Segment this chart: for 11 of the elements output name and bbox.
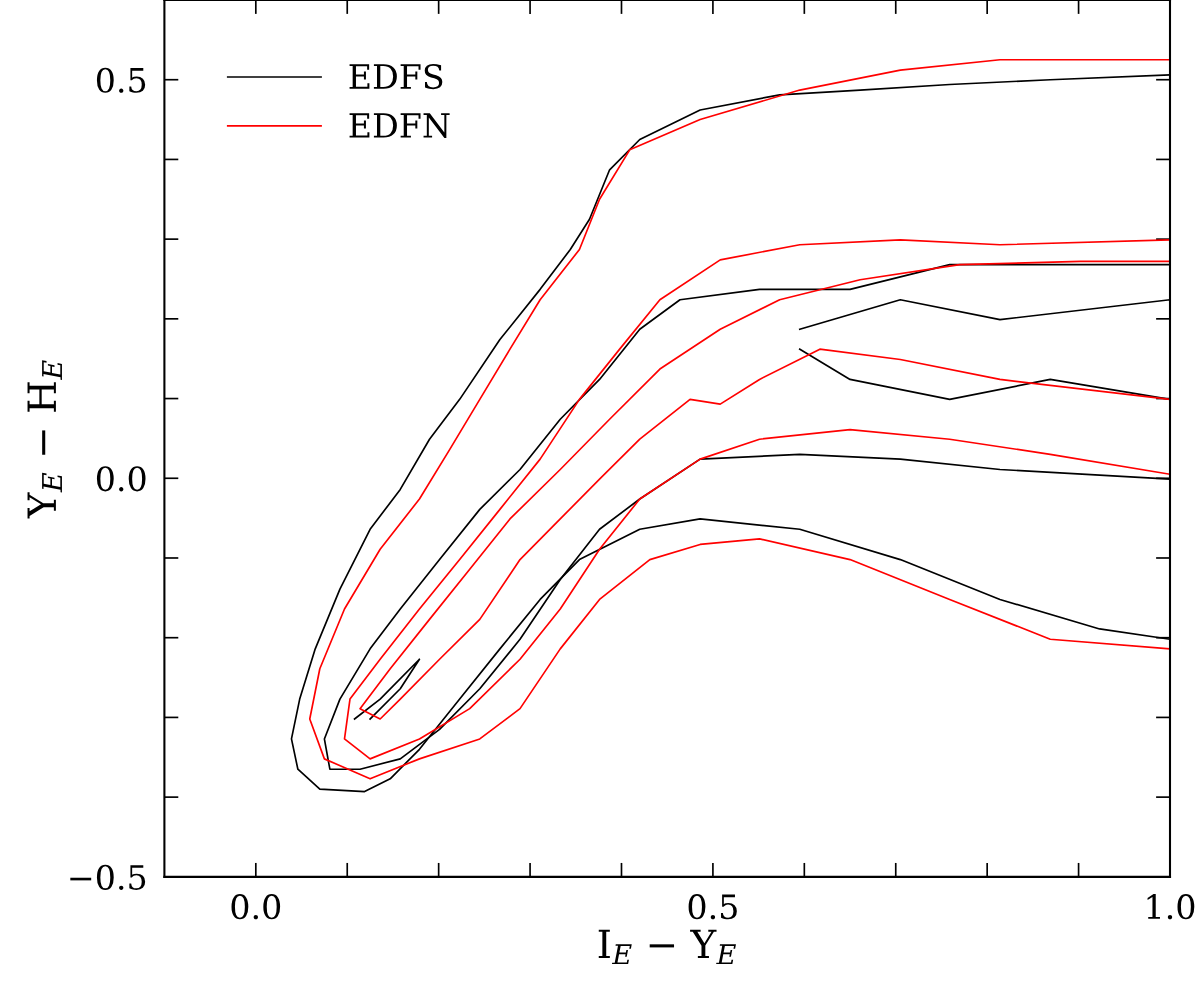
x-tick-label: 1.0	[1147, 894, 1195, 920]
legend-label: EDFN	[349, 113, 450, 139]
y-tick-label: 0.0	[96, 466, 146, 492]
line-series	[353, 658, 421, 720]
x-axis-title: I$_{E}$ − Y$_{E}$	[598, 929, 736, 965]
x-tick-label: 0.0	[231, 894, 281, 920]
y-tick-label: −0.5	[70, 864, 146, 890]
legend-label: EDFS	[349, 63, 443, 90]
y-axis-title: Y$_{E}$ − H$_{E}$	[27, 360, 62, 519]
x-tick-label: 0.5	[688, 894, 737, 920]
y-tick-label: 0.5	[96, 67, 146, 93]
